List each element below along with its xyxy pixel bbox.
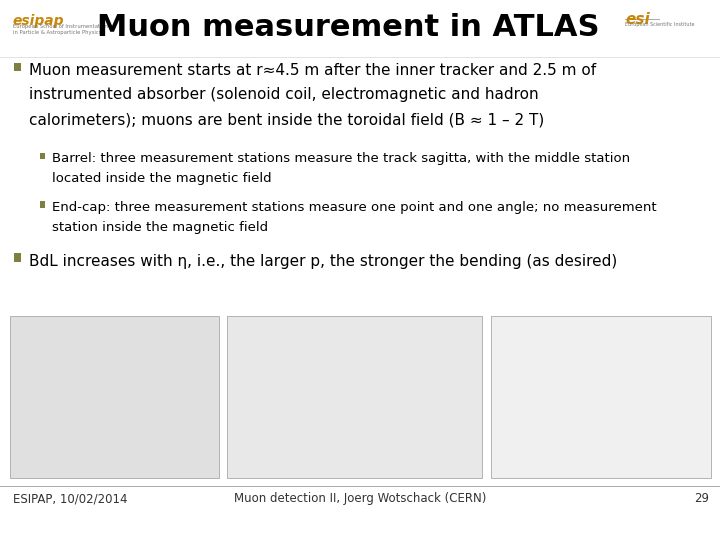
Bar bbox=[491, 316, 711, 478]
Text: calorimeters); muons are bent inside the toroidal field (B ≈ 1 – 2 T): calorimeters); muons are bent inside the… bbox=[29, 112, 544, 127]
Text: located inside the magnetic field: located inside the magnetic field bbox=[52, 172, 271, 185]
Text: European School of Instrumentation
in Particle & Astroparticle Physics: European School of Instrumentation in Pa… bbox=[13, 24, 108, 35]
Text: esi: esi bbox=[625, 12, 649, 27]
Text: Muon detection II, Joerg Wotschack (CERN): Muon detection II, Joerg Wotschack (CERN… bbox=[234, 492, 486, 505]
Bar bbox=[227, 316, 482, 478]
Text: 29: 29 bbox=[694, 492, 709, 505]
Bar bbox=[14, 253, 21, 262]
Text: End-cap: three measurement stations measure one point and one angle; no measurem: End-cap: three measurement stations meas… bbox=[52, 201, 657, 214]
Text: esipap: esipap bbox=[13, 14, 65, 28]
Text: instrumented absorber (solenoid coil, electromagnetic and hadron: instrumented absorber (solenoid coil, el… bbox=[29, 87, 539, 103]
Text: Barrel: three measurement stations measure the track sagitta, with the middle st: Barrel: three measurement stations measu… bbox=[52, 152, 630, 165]
Bar bbox=[10, 316, 219, 478]
Text: European Scientific Institute: European Scientific Institute bbox=[625, 22, 695, 26]
Text: Muon measurement in ATLAS: Muon measurement in ATLAS bbox=[97, 14, 600, 43]
Bar bbox=[40, 201, 45, 208]
Text: station inside the magnetic field: station inside the magnetic field bbox=[52, 221, 268, 234]
Bar bbox=[40, 153, 45, 159]
Bar bbox=[14, 63, 21, 71]
Text: Muon measurement starts at r≈4.5 m after the inner tracker and 2.5 m of: Muon measurement starts at r≈4.5 m after… bbox=[29, 63, 596, 78]
Text: ESIPAP, 10/02/2014: ESIPAP, 10/02/2014 bbox=[13, 492, 127, 505]
Text: BdL increases with η, i.e., the larger p, the stronger the bending (as desired): BdL increases with η, i.e., the larger p… bbox=[29, 254, 617, 269]
